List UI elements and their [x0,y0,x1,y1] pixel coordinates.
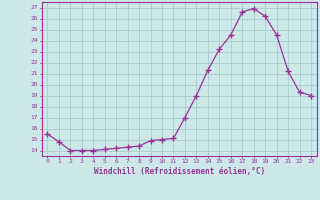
X-axis label: Windchill (Refroidissement éolien,°C): Windchill (Refroidissement éolien,°C) [94,167,265,176]
